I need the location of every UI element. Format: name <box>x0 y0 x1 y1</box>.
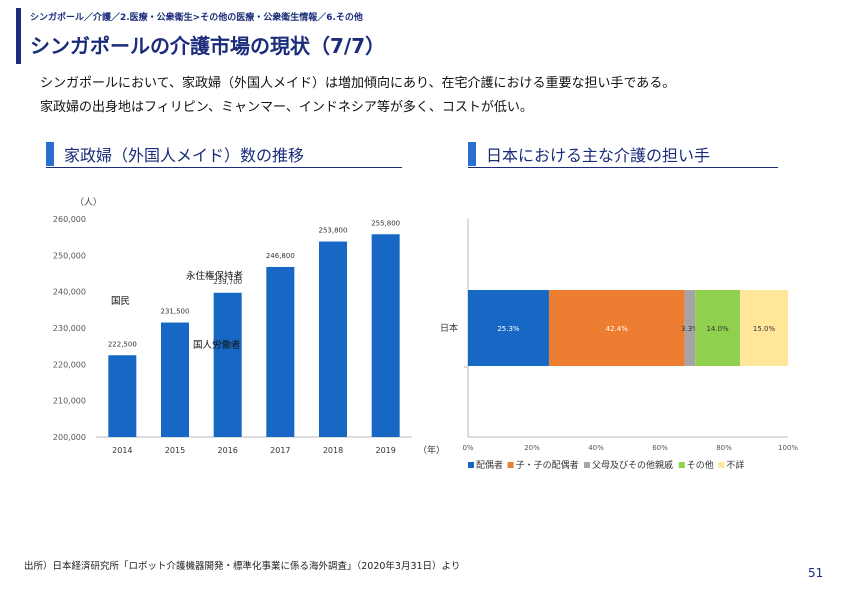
segment-父母及びその他親戚 <box>684 290 696 366</box>
legend-swatch-その他 <box>678 462 685 468</box>
bar-2018 <box>319 241 347 437</box>
bar-2014 <box>108 355 137 437</box>
bar-data-label: 255,800 <box>371 219 400 227</box>
bar-2015 <box>161 322 189 437</box>
segment-配偶者 <box>468 290 549 366</box>
y-tick-label: 220,000 <box>53 360 86 369</box>
y-tick-label: 250,000 <box>53 251 86 260</box>
section-accent-bar <box>468 142 476 166</box>
segment-その他 <box>695 290 740 366</box>
page-title: シンガポールの介護市場の現状（7/7） <box>30 34 386 58</box>
right-section-header: 日本における主な介護の担い手 <box>468 140 778 168</box>
chart-annotation: 国民 <box>111 296 130 307</box>
left-section-title: 家政婦（外国人メイド）数の推移 <box>64 146 305 165</box>
legend-swatch-父母及びその他親戚 <box>584 462 590 468</box>
bar-data-label: 246,800 <box>266 252 295 260</box>
legend-swatch-不詳 <box>718 462 725 468</box>
y-tick-label: 200,000 <box>53 433 86 442</box>
y-tick-label: 240,000 <box>53 288 86 297</box>
x-tick-label: 20% <box>524 444 540 452</box>
x-tick-label: 40% <box>588 444 604 452</box>
category-label: 日本 <box>440 322 458 334</box>
legend-label: その他 <box>687 459 714 471</box>
x-tick-label: 100% <box>778 444 798 452</box>
x-tick-label: 0% <box>462 444 473 452</box>
segment-label: 25.3% <box>497 325 520 333</box>
x-tick-label: 2017 <box>270 446 290 455</box>
summary-line-1: シンガポールにおいて、家政婦（外国人メイド）は増加傾向にあり、在宅介護における重… <box>40 76 676 91</box>
legend-label: 父母及びその他親戚 <box>592 459 673 471</box>
page-number: 51 <box>808 566 824 580</box>
x-tick-label: 60% <box>652 444 668 452</box>
y-tick-label: 230,000 <box>53 324 86 333</box>
x-axis-unit: （年） <box>418 444 445 456</box>
legend-label: 子・子の配偶者 <box>516 459 579 471</box>
segment-label: 14.0% <box>706 325 729 333</box>
right-section-title: 日本における主な介護の担い手 <box>486 146 711 165</box>
segment-不詳 <box>740 290 788 366</box>
bar-2016 <box>213 292 242 437</box>
y-axis-unit: （人） <box>75 197 102 208</box>
section-accent-bar <box>46 142 54 166</box>
left-section-header: 家政婦（外国人メイド）数の推移 <box>46 140 402 168</box>
summary-line-2: 家政婦の出身地はフィリピン、ミャンマー、インドネシア等が多く、コストが低い。 <box>40 100 533 115</box>
title-accent-bar <box>16 8 21 64</box>
summary: シンガポールにおいて、家政婦（外国人メイド）は増加傾向にあり、在宅介護における重… <box>40 72 675 120</box>
bar-2019 <box>371 234 400 437</box>
x-tick-label: 2016 <box>217 446 237 455</box>
x-tick-label: 2015 <box>165 446 185 455</box>
footnote: 出所）日本経済研究所「ロボット介護機器開発・標準化事業に係る海外調査」（2020… <box>24 561 461 572</box>
x-tick-label: 2019 <box>375 446 395 455</box>
legend-label: 配偶者 <box>476 459 503 471</box>
x-tick-label: 80% <box>716 444 732 452</box>
bar-2017 <box>266 266 295 437</box>
legend-swatch-配偶者 <box>468 462 474 468</box>
breadcrumb: シンガポール／介護／2.医療・公衆衛生>その他の医療・公衆衛生情報／6.その他 <box>30 13 363 23</box>
bar-data-label: 253,800 <box>319 227 348 235</box>
segment-label: 3.3% <box>681 325 699 333</box>
x-tick-label: 2014 <box>112 446 132 455</box>
chart-annotation: 永住権保持者 <box>186 270 243 282</box>
segment-label: 15.0% <box>753 325 776 333</box>
y-tick-label: 210,000 <box>53 397 86 406</box>
bar-data-label: 222,500 <box>108 340 137 348</box>
x-tick-label: 2018 <box>323 446 343 455</box>
segment-子・子の配偶者 <box>548 290 685 366</box>
y-tick-label: 260,000 <box>53 215 86 224</box>
segment-label: 42.4% <box>606 325 629 333</box>
legend-swatch-子・子の配偶者 <box>507 462 514 468</box>
chart-annotation: 国人労働者 <box>193 339 241 351</box>
bar-data-label: 231,500 <box>161 308 190 316</box>
legend-label: 不詳 <box>726 459 744 471</box>
bar-data-label: 239,700 <box>213 278 242 286</box>
